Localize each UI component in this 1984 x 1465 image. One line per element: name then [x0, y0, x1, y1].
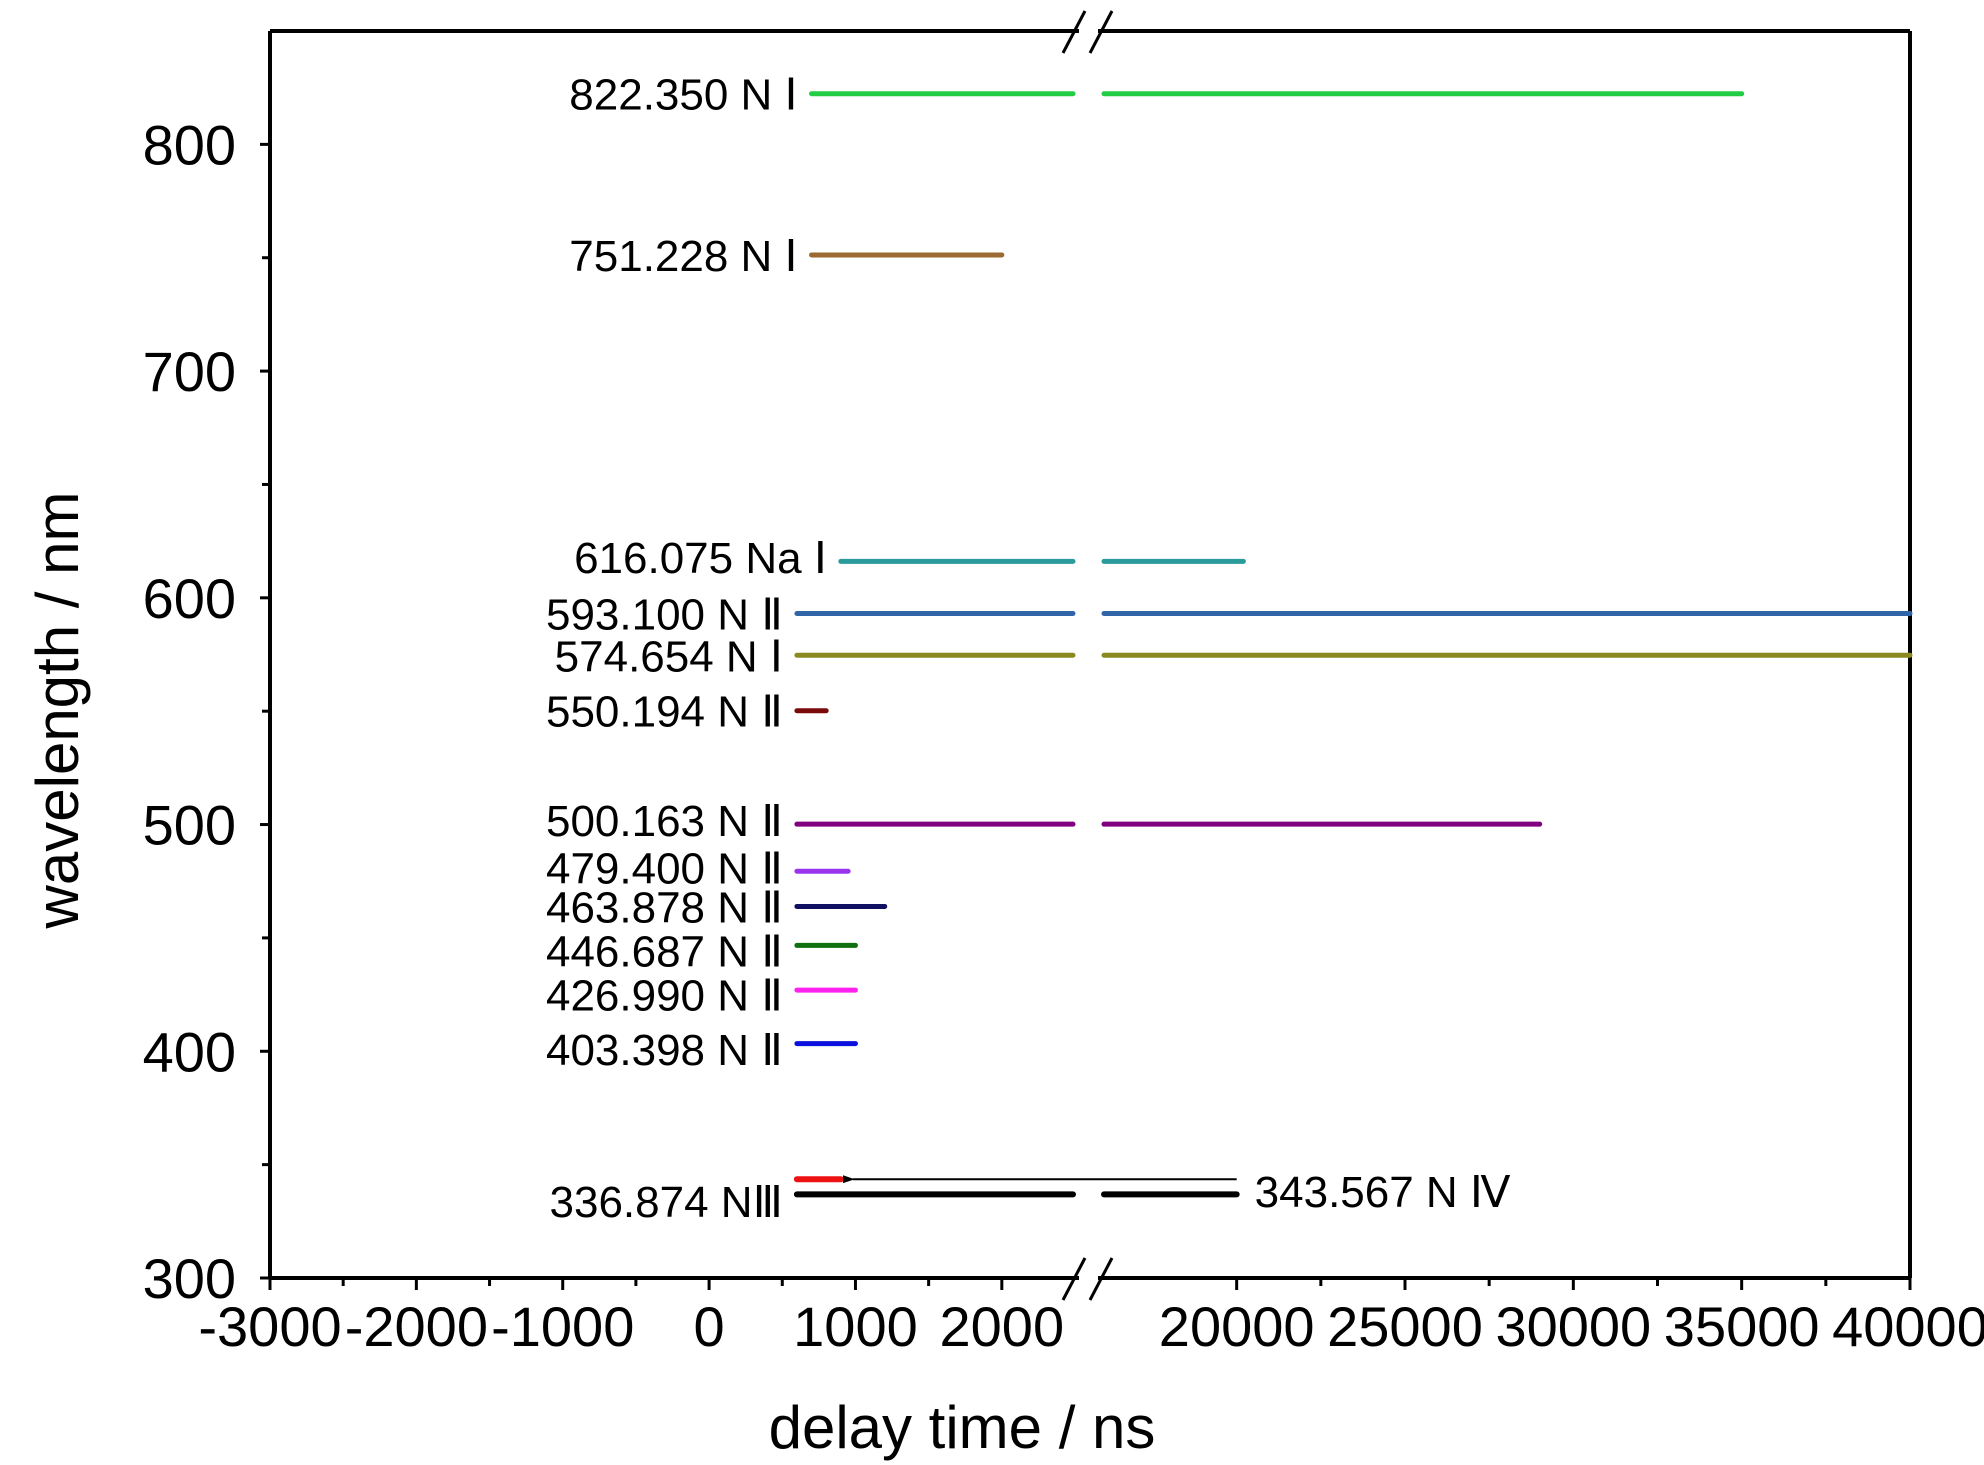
- x-tick-label: 35000: [1664, 1295, 1820, 1358]
- x-tick-label: 0: [694, 1295, 725, 1358]
- y-tick-label: 600: [143, 567, 236, 630]
- x-tick-label: 30000: [1495, 1295, 1651, 1358]
- series-label: 479.400 N Ⅱ: [546, 845, 783, 894]
- series-label: 574.654 N Ⅰ: [555, 632, 783, 681]
- y-tick-label: 800: [143, 113, 236, 176]
- series-label: 822.350 N Ⅰ: [569, 71, 797, 120]
- x-tick-label: 40000: [1832, 1295, 1984, 1358]
- series-label: 463.878 N Ⅱ: [546, 883, 783, 932]
- x-tick-label: -2000: [345, 1295, 488, 1358]
- x-tick-label: 1000: [793, 1295, 918, 1358]
- series-label: 403.398 N Ⅱ: [546, 1026, 783, 1075]
- y-tick-label: 400: [143, 1020, 236, 1083]
- axis-break-mark-top: [1061, 10, 1087, 54]
- series-label: 446.687 N Ⅱ: [546, 927, 783, 976]
- axis-break-mark-top: [1088, 10, 1114, 54]
- series-label: 616.075 Na Ⅰ: [574, 534, 827, 583]
- x-axis-title: delay time / ns: [769, 1394, 1156, 1461]
- y-tick-label: 500: [143, 794, 236, 857]
- y-tick-label: 700: [143, 340, 236, 403]
- series-label: 751.228 N Ⅰ: [569, 232, 797, 281]
- x-tick-label: -1000: [491, 1295, 634, 1358]
- x-tick-label: 20000: [1159, 1295, 1315, 1358]
- axis-break-mark-bottom: [1061, 1257, 1087, 1301]
- axis-break-mark-bottom: [1088, 1257, 1114, 1301]
- annotation-label: 343.567 N Ⅳ: [1255, 1168, 1511, 1217]
- y-axis-title: wavelength / nm: [24, 492, 91, 930]
- series-label: 500.163 N Ⅱ: [546, 797, 783, 846]
- plot-area: 300 400 500 600 700 800 -3000 -2000 -1000 0 1000 20…: [143, 10, 1984, 1358]
- series-label: 550.194 N Ⅱ: [546, 688, 783, 737]
- series-label: 336.874 NⅢ: [550, 1178, 783, 1227]
- x-tick-label: -3000: [198, 1295, 341, 1358]
- y-tick-label: 300: [143, 1247, 236, 1310]
- series-label: 426.990 N Ⅱ: [546, 972, 783, 1021]
- x-tick-label: 25000: [1327, 1295, 1483, 1358]
- series-label: 593.100 N Ⅱ: [546, 590, 783, 639]
- x-tick-label: 2000: [940, 1295, 1065, 1358]
